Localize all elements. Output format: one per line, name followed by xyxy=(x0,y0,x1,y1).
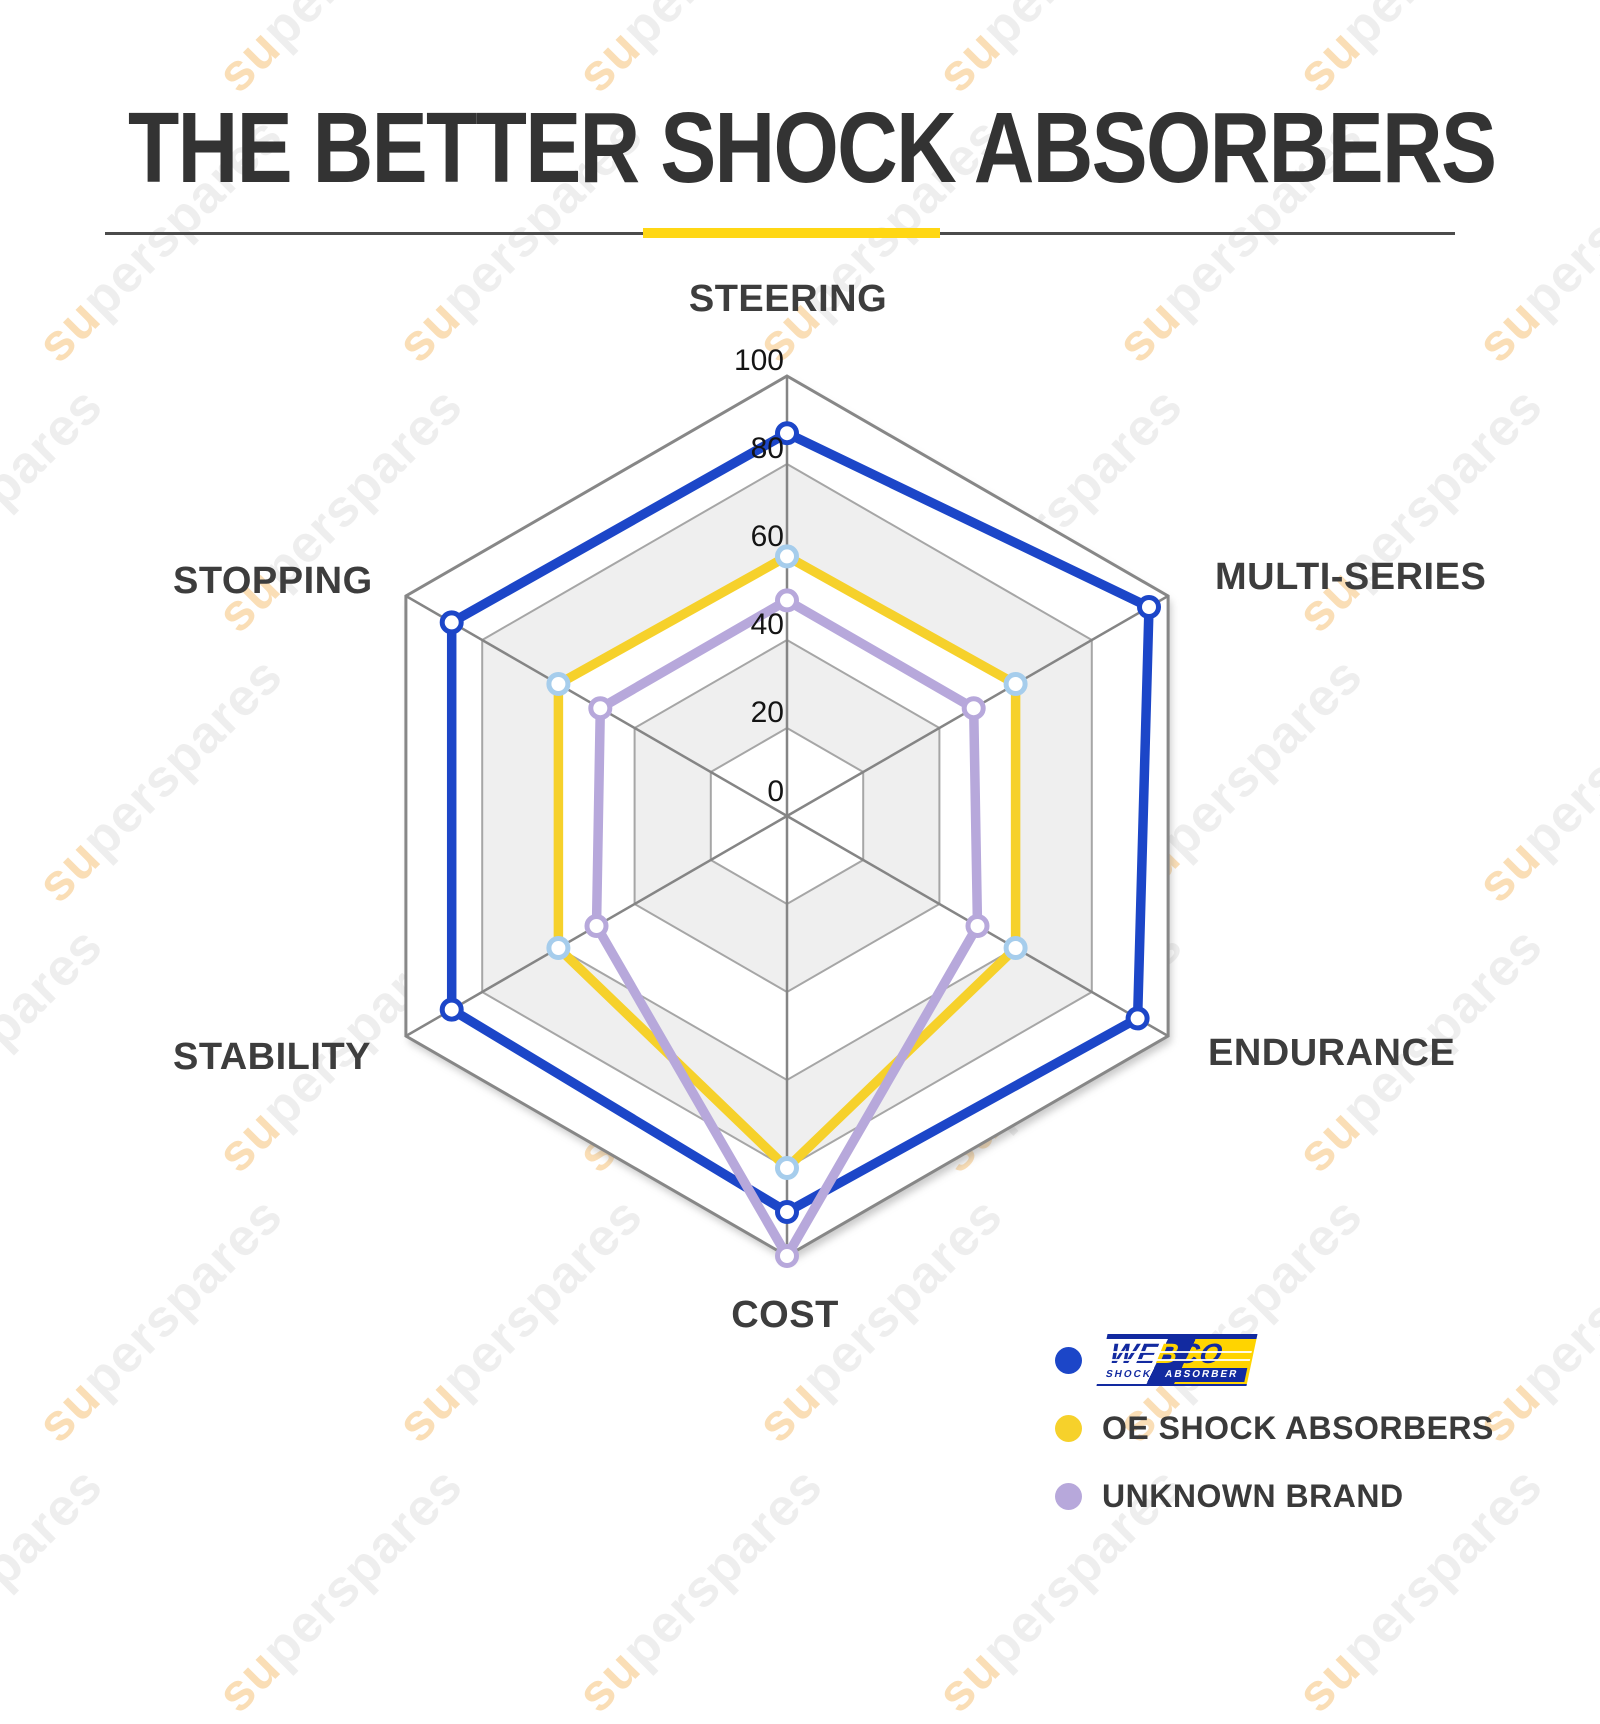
logo-sub-shock: SHOCK xyxy=(1104,1369,1154,1380)
axis-label-cost: COST xyxy=(731,1294,839,1336)
legend-item-oe: OE SHOCK ABSORBERS xyxy=(1055,1410,1494,1446)
legend-label-unknown: UNKNOWN BRAND xyxy=(1102,1477,1404,1514)
data-point-marker xyxy=(965,914,990,938)
legend-item-unknown: UNKNOWN BRAND xyxy=(1055,1478,1404,1514)
data-point-marker xyxy=(961,696,986,721)
logo-letter: O xyxy=(1196,1338,1227,1369)
data-point-marker xyxy=(1137,595,1161,619)
radial-tick-label: 100 xyxy=(734,344,784,377)
radar-chart: 0 20 40 60 80 100 xyxy=(404,344,1170,1268)
legend-label-oe: OE SHOCK ABSORBERS xyxy=(1102,1409,1494,1446)
webco-logo-subtext: SHOCK ABSORBER xyxy=(1097,1368,1250,1382)
legend-item-webco: WEBCO SHOCK ABSORBER xyxy=(1055,1332,1258,1388)
webco-logo-wordmark: WEBCO xyxy=(1100,1338,1226,1369)
data-point-marker xyxy=(439,997,464,1022)
data-point-marker xyxy=(1125,1006,1150,1031)
data-point-marker xyxy=(546,936,571,960)
data-point-marker xyxy=(584,914,609,938)
axis-label-endurance: ENDURANCE xyxy=(1208,1032,1456,1074)
axis-label-multi-series: MULTI-SERIES xyxy=(1215,556,1487,598)
logo-sub-absorber: ABSORBER xyxy=(1155,1368,1248,1382)
axis-label-stopping: STOPPING xyxy=(173,560,373,602)
data-point-marker xyxy=(1003,936,1028,960)
data-point-marker xyxy=(439,610,464,635)
data-point-marker xyxy=(775,588,799,613)
logo-stripe xyxy=(1103,1359,1251,1361)
page-title: THE BETTER SHOCK ABSORBERS xyxy=(128,92,1497,204)
data-point-marker xyxy=(1003,672,1028,696)
axis-label-steering: STEERING xyxy=(688,278,888,320)
radial-tick-label: 60 xyxy=(751,520,784,553)
radial-tick-label: 80 xyxy=(751,432,784,465)
legend-dot-webco xyxy=(1055,1346,1082,1374)
title-divider-accent xyxy=(643,228,940,238)
legend-dot-oe xyxy=(1055,1414,1082,1442)
data-point-marker xyxy=(775,544,799,569)
data-point-marker xyxy=(546,672,571,696)
data-point-marker xyxy=(588,696,613,721)
radial-tick-label: 20 xyxy=(751,696,784,729)
radial-tick-label: 0 xyxy=(767,775,784,808)
data-point-marker xyxy=(775,421,799,446)
data-point-marker xyxy=(775,1200,799,1224)
webco-logo: WEBCO SHOCK ABSORBER xyxy=(1096,1334,1258,1386)
axis-label-stability: STABILITY xyxy=(173,1036,372,1078)
legend-dot-unknown xyxy=(1055,1482,1082,1510)
radial-tick-label: 40 xyxy=(751,608,784,641)
data-point-marker xyxy=(775,1156,799,1180)
logo-stripe xyxy=(1105,1351,1252,1353)
data-point-marker xyxy=(775,1244,799,1268)
